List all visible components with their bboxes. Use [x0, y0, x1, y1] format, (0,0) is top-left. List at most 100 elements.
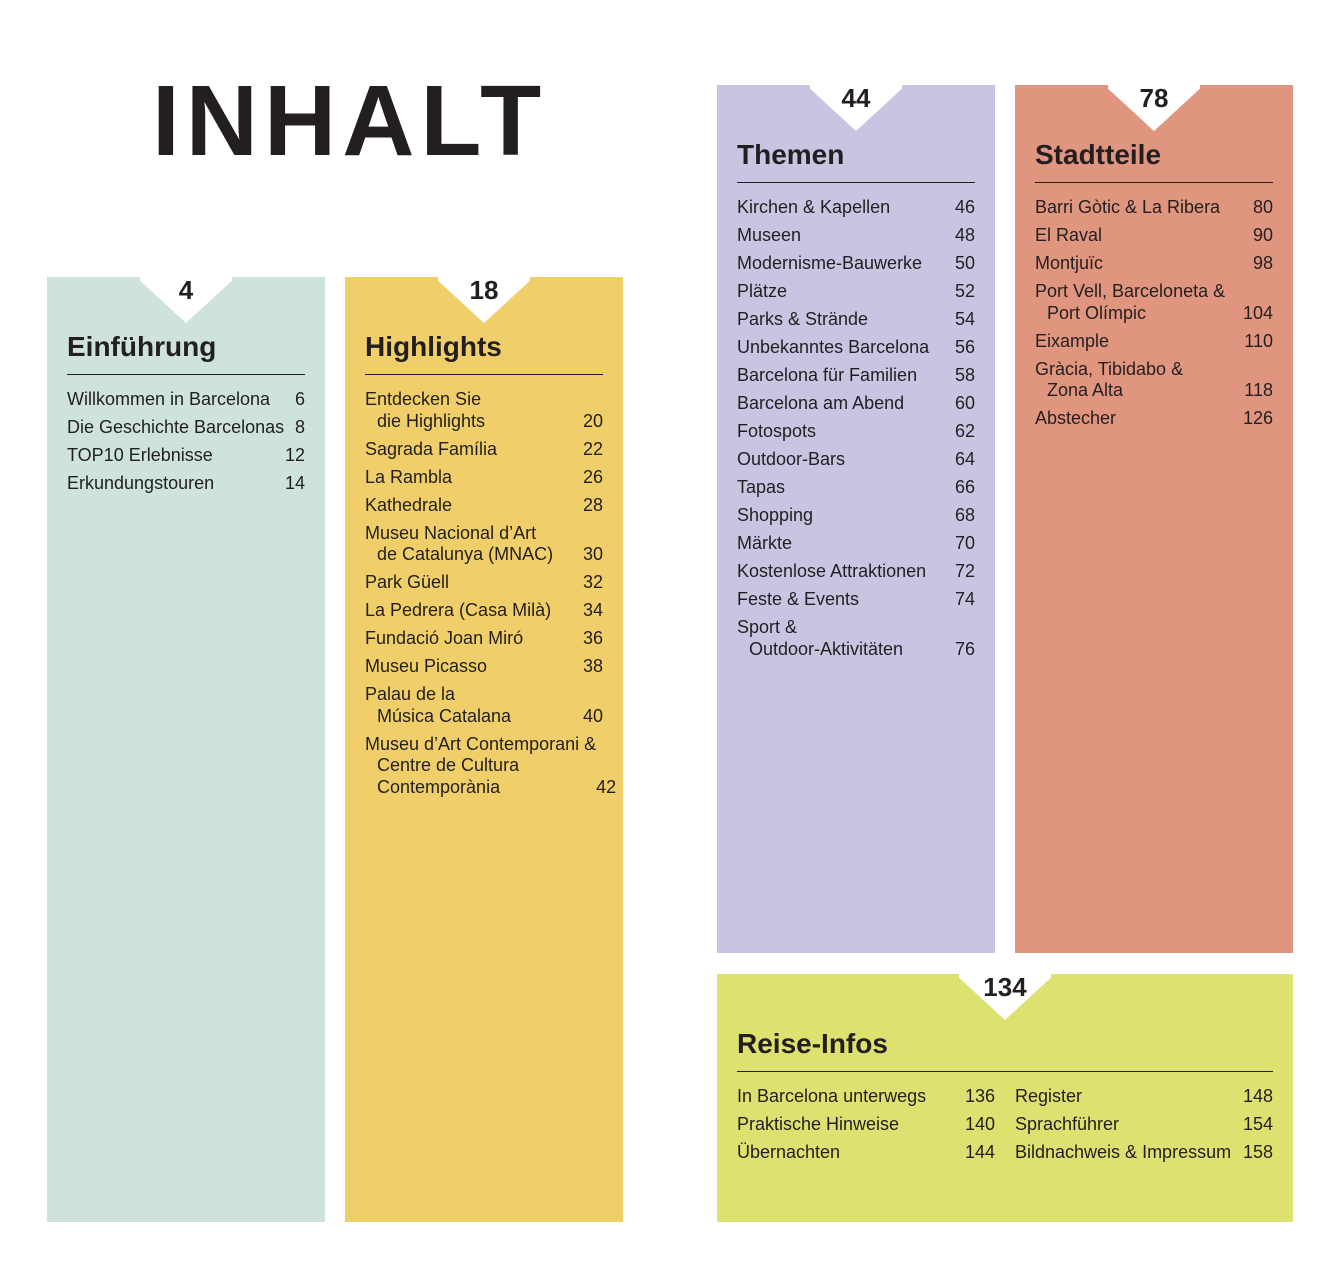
toc-section: 78 Stadtteile Barri Gòtic & La Ribera 80 El … — [1015, 85, 1293, 953]
toc-entry: Fundació Joan Miró 36 — [365, 628, 603, 650]
entry-page: 98 — [1252, 253, 1273, 273]
entry-page: 80 — [1252, 197, 1273, 217]
toc-entry: La Pedrera (Casa Milà) 34 — [365, 600, 603, 622]
entry-page: 28 — [582, 494, 603, 515]
toc-entry: In Barcelona unterwegs 136 — [737, 1086, 995, 1108]
entry-line: Parks & Strände — [737, 309, 869, 329]
section-page: 18 — [469, 275, 499, 305]
entry-label: Märkte — [737, 533, 792, 555]
entry-line: Kathedrale — [365, 494, 453, 515]
entry-page: 144 — [964, 1142, 995, 1162]
entry-label: Plätze — [737, 281, 787, 303]
toc-entry: Palau de la Música Catalana 40 — [365, 684, 603, 727]
entry-line: Fundació Joan Miró — [365, 628, 524, 648]
entry-line: Música Catalana — [377, 705, 512, 726]
entry-line: Die Geschichte Barcelonas — [67, 417, 285, 437]
entry-label: Fundació Joan Miró — [365, 628, 523, 650]
entry-page: 30 — [582, 544, 603, 564]
entry-label: Sprachführer — [1015, 1114, 1119, 1136]
entry-page: 60 — [954, 393, 975, 413]
entry-label: In Barcelona unterwegs — [737, 1086, 926, 1108]
entry-page: 104 — [1242, 302, 1273, 323]
entry-label: Kostenlose Attraktionen — [737, 561, 926, 583]
entry-label: Die Geschichte Barcelonas — [67, 417, 284, 439]
entry-label: El Raval — [1035, 225, 1102, 247]
entry-label: Willkommen in Barcelona — [67, 389, 270, 411]
entry-line: Palau de la — [365, 684, 456, 704]
entry-label: Barcelona für Familien — [737, 365, 917, 387]
entry-page: 58 — [954, 365, 975, 385]
entry-page: 74 — [954, 589, 975, 609]
toc-entry: Port Vell, Barceloneta & Port Olímpic 104 — [1035, 281, 1273, 324]
toc-entry: El Raval 90 — [1035, 225, 1273, 247]
entry-page: 42 — [596, 776, 617, 797]
entry-page: 154 — [1242, 1114, 1273, 1134]
entry-label: Port Vell, Barceloneta & Port Olímpic — [1035, 281, 1225, 324]
entry-line: Barri Gòtic & La Ribera — [1035, 197, 1221, 217]
entry-label: Unbekanntes Barcelona — [737, 337, 929, 359]
entry-line: Sagrada Família — [365, 438, 498, 459]
entry-page: 148 — [1242, 1086, 1273, 1106]
entry-label: Parks & Strände — [737, 309, 868, 331]
toc-entry: Plätze 52 — [737, 281, 975, 303]
entry-page: 38 — [582, 656, 603, 676]
entry-page: 22 — [582, 438, 603, 459]
entry-page: 110 — [1244, 330, 1273, 351]
toc-entry: Gràcia, Tibidabo & Zona Alta 118 — [1035, 359, 1273, 402]
entry-page: 72 — [954, 561, 975, 581]
toc-entry: Feste & Events 74 — [737, 589, 975, 611]
entry-page: 50 — [954, 253, 975, 273]
entry-line: Plätze — [737, 281, 788, 301]
toc-entry: Parks & Strände 54 — [737, 309, 975, 331]
toc-entry: Eixample 110 — [1035, 331, 1273, 353]
entry-label: Gràcia, Tibidabo & Zona Alta — [1035, 359, 1183, 402]
entry-label: Museu Nacional d’Art de Catalunya (MNAC) — [365, 523, 553, 566]
entry-line: Museu Nacional d’Art — [365, 522, 537, 543]
toc-entry: Modernisme-Bauwerke 50 — [737, 253, 975, 275]
toc-entry: Barri Gòtic & La Ribera 80 — [1035, 197, 1273, 219]
section-page: 78 — [1139, 83, 1169, 113]
entry-line: Port Vell, Barceloneta & — [1035, 281, 1226, 301]
toc-entry: Outdoor-Bars 64 — [737, 449, 975, 471]
entry-label: Museu d’Art Contemporani & Centre de Cult… — [365, 734, 596, 799]
entry-line: Willkommen in Barcelona — [67, 389, 271, 409]
toc-entry: Museu Picasso 38 — [365, 656, 603, 678]
entry-label: Bildnachweis & Impressum — [1015, 1142, 1231, 1164]
entry-line: Fotospots — [737, 421, 817, 441]
toc-section: 44 Themen Kirchen & Kapellen 46 Museen 48 Mode… — [717, 85, 995, 953]
entry-page: 48 — [954, 225, 975, 245]
section-heading: Reise-Infos — [737, 1028, 1273, 1072]
toc-entry: Kostenlose Attraktionen 72 — [737, 561, 975, 583]
entry-page: 26 — [582, 466, 603, 487]
entry-line: In Barcelona unterwegs — [737, 1086, 927, 1106]
section-heading: Highlights — [365, 331, 603, 375]
toc-entry: Sagrada Família 22 — [365, 439, 603, 461]
entry-page: 56 — [954, 337, 975, 357]
entry-line: Centre de Cultura — [377, 755, 520, 775]
entry-line: Übernachten — [737, 1142, 841, 1162]
entry-label: Sagrada Família — [365, 439, 497, 461]
entry-line: Feste & Events — [737, 589, 860, 609]
entry-label: Kathedrale — [365, 495, 452, 517]
entry-page: 6 — [294, 389, 305, 409]
entry-label: Museen — [737, 225, 801, 247]
entry-label: Museu Picasso — [365, 656, 487, 678]
entry-line: Erkundungstouren — [67, 473, 215, 493]
entry-line: El Raval — [1035, 225, 1103, 245]
entry-page: 136 — [964, 1086, 995, 1106]
entry-label: Praktische Hinweise — [737, 1114, 899, 1136]
entry-line: Museu Picasso — [365, 656, 488, 676]
entry-list: Entdecken Sie die Highlights 20 Sagrada Fam… — [365, 389, 616, 805]
toc-entry: Park Güell 32 — [365, 572, 603, 594]
toc-entry: Übernachten 144 — [737, 1142, 995, 1164]
entry-label: Palau de la Música Catalana — [365, 684, 511, 727]
entry-line: La Pedrera (Casa Milà) — [365, 600, 552, 620]
entry-label: Shopping — [737, 505, 813, 527]
entry-list: In Barcelona unterwegs 136 Praktische Hinw… — [737, 1086, 995, 1170]
entry-label: La Pedrera (Casa Milà) — [365, 600, 551, 622]
toc-entry: Kathedrale 28 — [365, 495, 603, 517]
toc-entry: Erkundungstouren 14 — [67, 473, 305, 495]
toc-entry: Montjuïc 98 — [1035, 253, 1273, 275]
entry-line: Barcelona für Familien — [737, 365, 918, 385]
